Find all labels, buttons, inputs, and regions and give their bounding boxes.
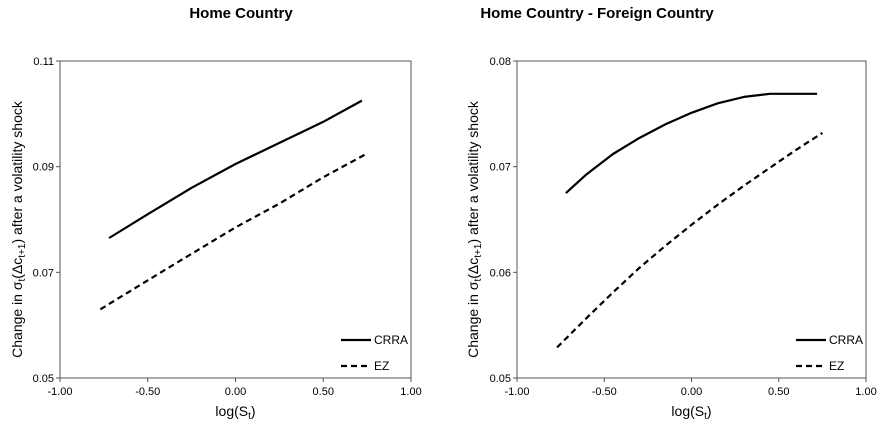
y-tick-label: 0.09	[33, 162, 54, 174]
x-tick-label: 0.00	[681, 386, 702, 398]
chart-title: Home Country	[189, 5, 293, 22]
x-tick-label: -1.00	[504, 386, 529, 398]
series-line-ez	[556, 131, 823, 349]
legend-label-crra: CRRA	[829, 333, 863, 347]
y-tick-label: 0.07	[490, 162, 511, 174]
y-tick-label: 0.05	[33, 373, 54, 385]
y-tick-label: 0.11	[33, 56, 54, 68]
chart-title: Home Country - Foreign Country	[480, 5, 714, 22]
legend-label-crra: CRRA	[374, 333, 408, 347]
x-tick-label: -0.50	[592, 386, 617, 398]
plot-frame	[516, 60, 867, 379]
x-tick-label: 0.50	[768, 386, 789, 398]
x-tick-label: 1.00	[400, 386, 421, 398]
x-tick-label: -1.00	[47, 386, 72, 398]
x-axis-label: log(St)	[671, 403, 711, 422]
legend-label-ez: EZ	[829, 359, 844, 373]
x-tick-label: 0.50	[313, 386, 334, 398]
legend-label-ez: EZ	[374, 359, 389, 373]
x-axis-label: log(St)	[215, 403, 255, 422]
x-tick-label: 1.00	[855, 386, 876, 398]
series-line-ez	[99, 152, 368, 311]
x-tick-label: 0.00	[225, 386, 246, 398]
x-tick-label: -0.50	[135, 386, 160, 398]
plot-frame	[59, 60, 412, 379]
series-line-crra	[108, 99, 363, 239]
y-tick-label: 0.06	[490, 267, 511, 279]
chart-panel-2: Home Country - Foreign Country 0.05 0.06 0.…	[465, 5, 877, 422]
series-line-crra	[565, 92, 818, 194]
y-tick-label: 0.08	[490, 56, 511, 68]
y-tick-label: 0.05	[490, 373, 511, 385]
y-axis-label: Change in σt(Δct+1) after a volatility s…	[465, 100, 484, 358]
y-axis-label: Change in σt(Δct+1) after a volatility s…	[9, 100, 28, 358]
y-tick-label: 0.07	[33, 267, 54, 279]
chart-panel-1: Home Country 0.05 0.07 0.09 0.11 -1.00 -0.50 0.…	[9, 5, 422, 422]
